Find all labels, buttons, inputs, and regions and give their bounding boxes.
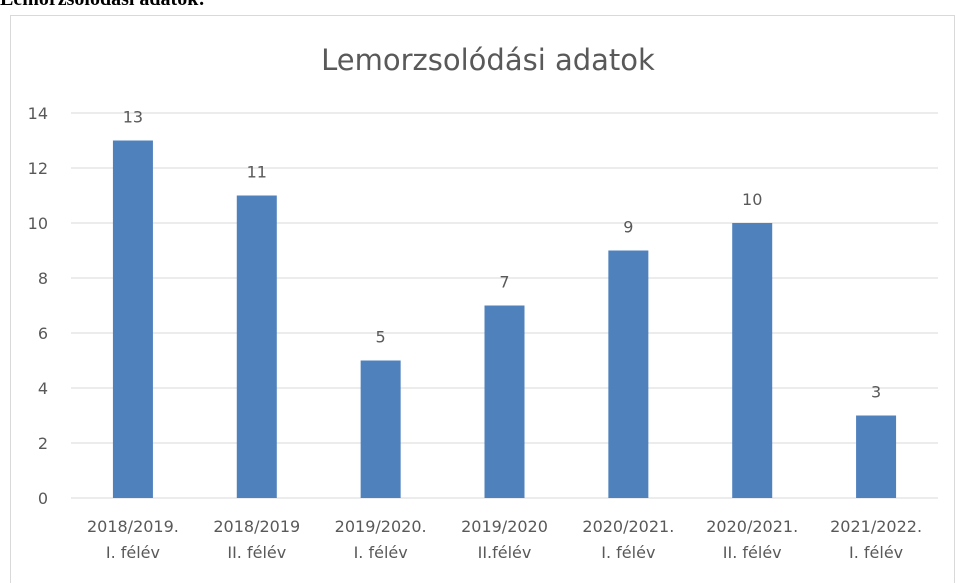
x-tick-label: II. félév: [723, 543, 782, 562]
x-tick-label: 2018/2019: [213, 517, 300, 536]
y-tick-label: 4: [38, 379, 48, 398]
y-tick-label: 14: [28, 104, 48, 123]
heading: Lemorzsolódási adatok:: [0, 0, 205, 10]
y-tick-label: 2: [38, 434, 48, 453]
bar: [608, 250, 649, 498]
y-tick-label: 12: [28, 159, 48, 178]
data-label: 5: [376, 328, 386, 347]
data-label: 10: [742, 190, 762, 209]
x-tick-label: 2019/2020.: [335, 517, 427, 536]
data-label: 3: [871, 383, 881, 402]
x-tick-label: II. félév: [227, 543, 286, 562]
x-tick-label: 2019/2020: [461, 517, 548, 536]
bar: [360, 360, 401, 498]
y-tick-label: 10: [28, 214, 48, 233]
x-tick-label: I. félév: [106, 543, 160, 562]
x-tick-label: 2018/2019.: [87, 517, 179, 536]
x-tick-label: 2020/2021.: [706, 517, 798, 536]
y-tick-label: 8: [38, 269, 48, 288]
x-tick-label: II.félév: [478, 543, 532, 562]
chart-title: Lemorzsolódási adatok: [321, 43, 655, 77]
x-tick-label: 2021/2022.: [830, 517, 922, 536]
x-tick-label: I. félév: [354, 543, 408, 562]
y-tick-label: 0: [38, 489, 48, 508]
x-tick-label: I. félév: [849, 543, 903, 562]
y-tick-label: 6: [38, 324, 48, 343]
data-label: 7: [499, 273, 509, 292]
bar: [236, 195, 277, 498]
data-label: 13: [123, 108, 143, 127]
bar: [484, 305, 525, 498]
bar: [112, 140, 153, 498]
data-label: 11: [247, 163, 267, 182]
bar: [732, 223, 773, 498]
data-label: 9: [623, 218, 633, 237]
x-tick-label: 2020/2021.: [582, 517, 674, 536]
x-tick-label: I. félév: [601, 543, 655, 562]
bar: [856, 415, 897, 498]
